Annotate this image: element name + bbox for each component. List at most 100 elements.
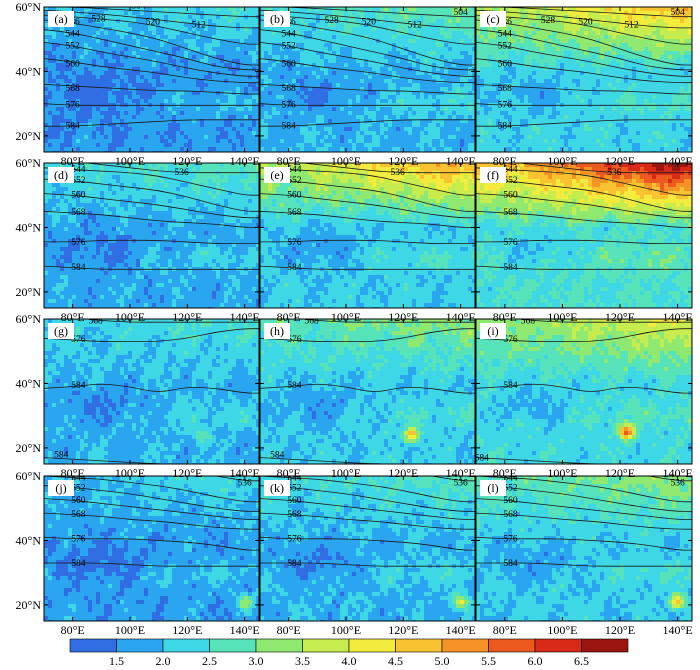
contour-label: 576: [71, 238, 86, 248]
heatmap-cells: [476, 476, 692, 621]
contour-584: [44, 265, 259, 270]
heatmap-cells: [260, 476, 475, 621]
x-tick-label: 100°E: [331, 623, 361, 637]
colorbar-segment: [302, 638, 350, 653]
panel-frame: [259, 318, 476, 465]
contour-576: [44, 103, 259, 106]
y-tick-label: 60°N: [16, 0, 42, 14]
x-tick-label: 120°E: [388, 154, 418, 168]
x-tick-label: 100°E: [115, 310, 145, 324]
colorbar-tick-label: 3.5: [295, 654, 310, 668]
contour-label: 560: [287, 496, 302, 506]
contour-label: 576: [71, 535, 86, 545]
contour-label: 584: [71, 559, 86, 569]
contour-536: [83, 163, 259, 174]
contour-label: 584: [66, 122, 81, 132]
panel-label: (b): [264, 11, 290, 27]
panel-label: (l): [480, 480, 506, 496]
contour-560: [260, 498, 475, 520]
contour-label: 544: [71, 474, 86, 484]
panel-frame: [43, 162, 260, 309]
contour-label: 544: [66, 29, 81, 39]
contour-label: 576: [503, 335, 518, 345]
svg-text:(b): (b): [270, 12, 284, 26]
contour-label: 568: [498, 84, 513, 94]
contour-label: 576: [503, 238, 518, 248]
contour-label: 560: [503, 496, 518, 506]
contour-560: [44, 58, 259, 84]
contour-label: 528: [541, 16, 556, 26]
contour-576: [44, 239, 259, 245]
contour-576: [260, 328, 475, 342]
contour-544: [476, 29, 692, 71]
contour-label: 560: [71, 496, 86, 506]
contour-label: 552: [287, 176, 302, 186]
contour-label: 584: [287, 559, 302, 569]
contour-label: 552: [503, 176, 518, 186]
contour-label: 536: [174, 168, 189, 178]
y-tick-label: 20°N: [16, 441, 42, 455]
panel-frame: [475, 6, 693, 153]
contour-544: [260, 29, 475, 71]
contour-label: 576: [498, 101, 513, 111]
contour-label: 568: [503, 208, 518, 218]
contour-label: 568: [71, 510, 86, 520]
contour-560: [44, 193, 259, 219]
contour-label: 560: [282, 59, 297, 69]
colorbar-tick-label: 5.5: [481, 654, 496, 668]
x-tick-label: 100°E: [115, 154, 145, 168]
contour-label: 552: [71, 483, 86, 493]
panel-frame: [43, 318, 260, 465]
contour-label: 536: [454, 478, 469, 488]
contour-label: 576: [287, 238, 302, 248]
contour-576: [44, 328, 259, 342]
y-tick-label: 40°N: [16, 533, 42, 547]
panel-frame: [475, 162, 693, 309]
x-tick-label: 140°E: [663, 623, 693, 637]
contour-568: [476, 512, 692, 530]
contour-label: 584: [475, 454, 490, 464]
contour-584: [260, 562, 475, 567]
colorbar-segment: [162, 638, 210, 653]
contour-label: 584: [287, 381, 302, 391]
y-tick-label: 40°N: [16, 220, 42, 234]
contour-568: [44, 83, 259, 95]
x-tick-label: 120°E: [605, 623, 635, 637]
contour-560: [44, 498, 259, 520]
contour-label: 504: [131, 1, 146, 11]
x-tick-label: 120°E: [605, 310, 635, 324]
x-tick-label: 100°E: [547, 154, 577, 168]
contour-label: 536: [238, 478, 253, 488]
contour-504: [215, 7, 259, 8]
x-tick-label: 80°E: [277, 310, 301, 324]
panel-label: (e): [264, 167, 290, 183]
contour-label: 520: [146, 18, 161, 28]
x-tick-label: 140°E: [446, 623, 476, 637]
contour-584: [44, 457, 259, 464]
heatmap-cells: [260, 163, 475, 308]
contour-576: [476, 103, 692, 106]
contour-536: [429, 476, 475, 482]
colorbar-segment: [69, 638, 117, 653]
x-tick-label: 100°E: [331, 310, 361, 324]
colorbar-segment: [255, 638, 303, 653]
contour-label: 568: [287, 510, 302, 520]
colorbar-tick-label: 2.0: [156, 654, 171, 668]
contour-label: 568: [282, 84, 297, 94]
contour-label: 576: [503, 535, 518, 545]
colorbar-tick-label: 5.0: [435, 654, 450, 668]
panel-frame: [259, 475, 476, 622]
contour-label: 576: [282, 101, 297, 111]
contour-576: [476, 328, 692, 342]
panel-b: 504512520528536544552560568576584(b): [260, 7, 475, 152]
x-tick-label: 100°E: [547, 310, 577, 324]
contour-560: [476, 58, 692, 84]
colorbar-segment: [116, 638, 164, 653]
